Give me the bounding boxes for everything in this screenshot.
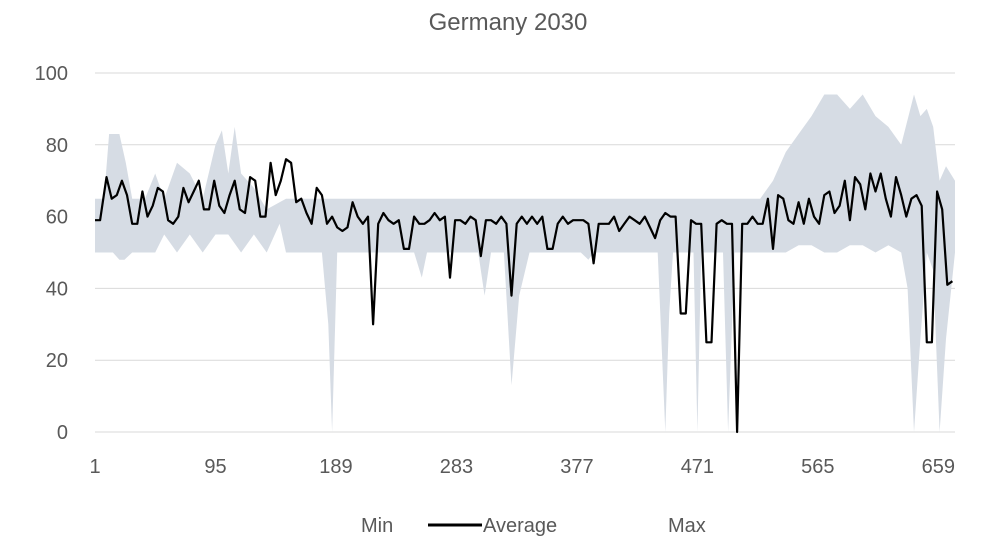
x-tick-label: 565: [801, 456, 834, 478]
chart-title: Germany 2030: [429, 9, 588, 36]
y-tick-label: 80: [46, 135, 68, 157]
y-tick-label: 60: [46, 207, 68, 229]
x-tick-label: 1: [89, 456, 100, 478]
y-tick-label: 40: [46, 278, 68, 300]
x-tick-label: 377: [560, 456, 593, 478]
axes: 0 20 40 60 80 100 1 95 189 283 377 471 565 659: [35, 63, 955, 478]
x-tick-label: 189: [319, 456, 352, 478]
min-max-band: [95, 94, 955, 432]
y-tick-label: 20: [46, 350, 68, 372]
y-tick-label: 100: [35, 63, 68, 85]
x-tick-label: 95: [204, 456, 226, 478]
series-min-max-area: [95, 94, 955, 432]
legend-label-average: Average: [483, 515, 557, 537]
legend-label-max: Max: [668, 515, 706, 537]
legend: Min Average Max: [361, 515, 706, 537]
legend-label-min: Min: [361, 515, 393, 537]
y-tick-label: 0: [57, 422, 68, 444]
x-tick-label: 283: [440, 456, 473, 478]
x-tick-label: 659: [922, 456, 955, 478]
series-average-line: [95, 158, 954, 434]
average-series: [95, 158, 954, 434]
x-tick-label: 471: [681, 456, 714, 478]
